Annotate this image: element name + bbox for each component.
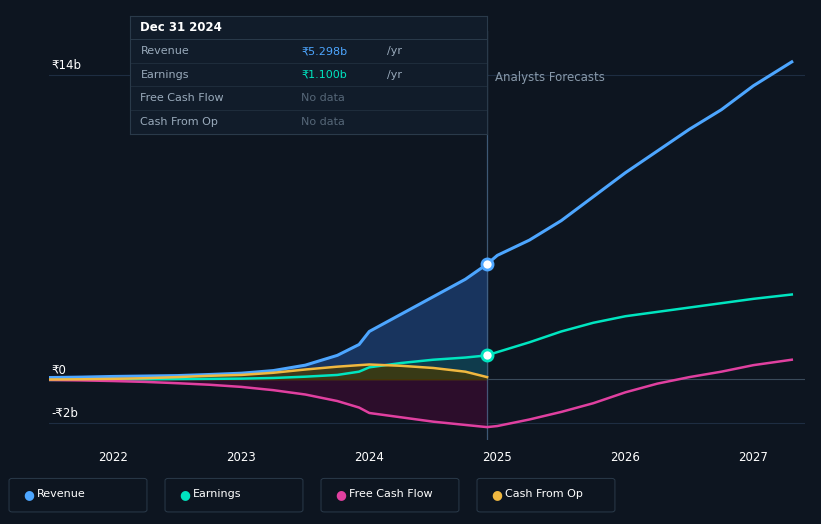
Text: No data: No data [301, 117, 345, 127]
Text: Revenue: Revenue [37, 489, 85, 499]
Text: ₹5.298b: ₹5.298b [301, 46, 347, 56]
Text: Cash From Op: Cash From Op [140, 117, 218, 127]
Text: Earnings: Earnings [140, 70, 189, 80]
Text: /yr: /yr [387, 70, 401, 80]
Text: Dec 31 2024: Dec 31 2024 [140, 21, 222, 34]
Text: -₹2b: -₹2b [52, 407, 79, 420]
Text: Free Cash Flow: Free Cash Flow [349, 489, 433, 499]
Text: Analysts Forecasts: Analysts Forecasts [495, 71, 604, 84]
Text: ●: ● [179, 488, 190, 500]
Text: Revenue: Revenue [140, 46, 189, 56]
Text: Past: Past [455, 71, 479, 84]
Text: ₹14b: ₹14b [52, 59, 82, 72]
Text: Free Cash Flow: Free Cash Flow [140, 93, 224, 103]
Text: ●: ● [491, 488, 502, 500]
Text: Cash From Op: Cash From Op [505, 489, 583, 499]
Text: ₹0: ₹0 [52, 364, 67, 377]
Text: ●: ● [335, 488, 346, 500]
Text: ₹1.100b: ₹1.100b [301, 70, 347, 80]
Text: ●: ● [23, 488, 34, 500]
Text: /yr: /yr [387, 46, 401, 56]
Text: Earnings: Earnings [193, 489, 241, 499]
Text: No data: No data [301, 93, 345, 103]
